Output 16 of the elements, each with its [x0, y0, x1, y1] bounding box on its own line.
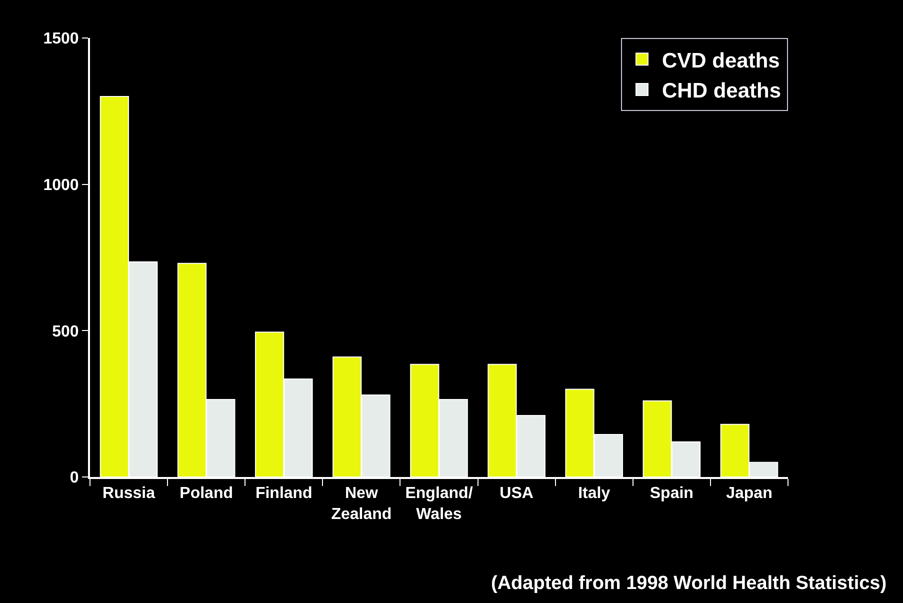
x-tick-label: Poland — [180, 485, 233, 502]
x-tick-label: Finland — [255, 485, 312, 502]
legend-label: CVD deaths — [662, 49, 780, 72]
legend-label: CHD deaths — [662, 80, 782, 103]
x-tick-label: New Zealand — [331, 485, 392, 523]
text: (Adapted from 1998 World Health Statistics) — [491, 573, 887, 594]
x-tick-label: Russia — [102, 485, 156, 502]
x-tick-label: USA — [500, 485, 534, 502]
x-tick-label: Japan — [726, 485, 772, 502]
y-tick-label: 500 — [52, 323, 79, 340]
x-tick-label: England/ Wales — [405, 485, 474, 523]
y-tick-label: 0 — [70, 470, 79, 487]
y-tick-label: 1000 — [43, 176, 79, 194]
x-tick-label: Spain — [650, 485, 694, 502]
x-tick-label: Italy — [578, 485, 610, 502]
y-tick-label: 1500 — [43, 30, 79, 48]
